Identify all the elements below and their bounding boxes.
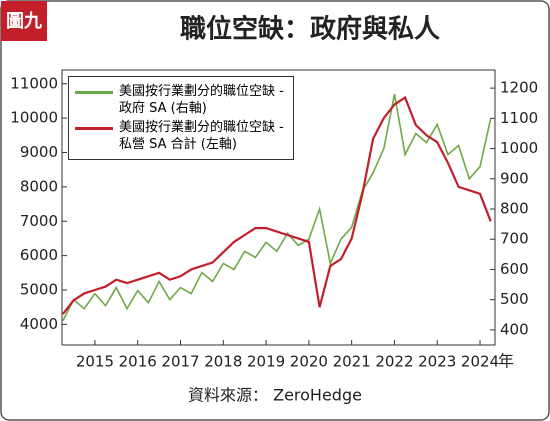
y2-tick-label: 400 [500, 320, 529, 338]
y-tick-label: 5000 [20, 281, 58, 299]
y-tick-label: 7000 [20, 212, 58, 230]
x-tick-label: 2017 [161, 353, 199, 371]
x-tick-label: 2015 [76, 353, 114, 371]
badge-bg [1, 1, 47, 41]
legend-item: 美國按行業劃分的職位空缺 - 私營 SA 合計 (左軸) [75, 119, 287, 153]
y2-tick-label: 500 [500, 290, 529, 308]
y2-tick-label: 900 [500, 169, 529, 187]
y2-tick-label: 1100 [500, 109, 538, 127]
legend-label: 美國按行業劃分的職位空缺 - 私營 SA 合計 (左軸) [119, 120, 284, 152]
y2-tick-label: 700 [500, 230, 529, 248]
y2-tick-label: 800 [500, 200, 529, 218]
x-tick-label: 2016 [119, 353, 157, 371]
badge: 圖九 [6, 11, 42, 32]
y2-tick-label: 1200 [500, 79, 538, 97]
x-tick-label: 2021 [333, 353, 371, 371]
y-tick-label: 9000 [20, 143, 58, 161]
y-tick-label: 11000 [10, 74, 58, 92]
legend-label: 美國按行業劃分的職位空缺 - 政府 SA (右軸) [119, 84, 284, 116]
legend-swatch [75, 91, 113, 94]
series-line [62, 94, 492, 322]
legend-item: 美國按行業劃分的職位空缺 - 政府 SA (右軸) [75, 83, 287, 117]
y-tick-label: 10000 [10, 109, 58, 127]
x-tick-label: 2024 [461, 353, 499, 371]
y-tick-label: 6000 [20, 246, 58, 264]
x-tick-label: 2019 [247, 353, 285, 371]
y2-tick-label: 600 [500, 260, 529, 278]
x-tick-label: 2018 [204, 353, 242, 371]
y-tick-label: 8000 [20, 177, 58, 195]
x-axis-label: 年 [498, 352, 514, 371]
legend-swatch [75, 127, 113, 130]
y2-tick-label: 1000 [500, 139, 538, 157]
x-tick-label: 2020 [290, 353, 328, 371]
y-tick-label: 4000 [20, 315, 58, 333]
series-line [62, 95, 492, 315]
x-tick-label: 2022 [375, 353, 413, 371]
x-tick-label: 2023 [418, 353, 456, 371]
source: 資料來源： ZeroHedge [188, 386, 362, 405]
chart-title: 職位空缺：政府與私人 [180, 14, 440, 45]
legend: 美國按行業劃分的職位空缺 - 政府 SA (右軸) 美國按行業劃分的職位空缺 - … [68, 76, 294, 160]
plot-frame [61, 69, 496, 346]
